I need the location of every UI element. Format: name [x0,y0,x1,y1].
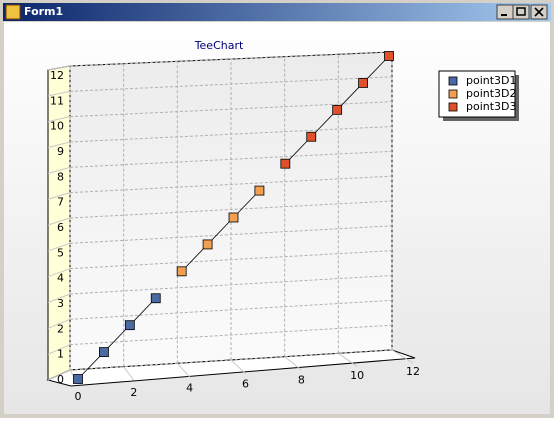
x-tick-label: 4 [186,382,193,395]
title-buttons [496,4,548,20]
y-tick [47,166,71,174]
title-bar [3,3,551,21]
series-line [77,297,157,380]
point [306,131,317,142]
legend-marker [448,89,458,99]
y-tick [47,268,71,278]
y-tick [47,344,71,355]
legend-marker [448,102,458,112]
point [176,266,187,277]
point [358,78,368,88]
y-tick [47,217,71,226]
point [384,51,394,61]
series-line [181,190,260,272]
point [254,185,265,196]
x-tick [230,359,246,374]
chart-title: TeeChart [194,39,244,52]
x-tick-label: 10 [350,369,364,382]
minimize-glyph [501,14,507,16]
legend-label: point3D1 [466,74,517,87]
y-tick-label: 1 [57,348,64,361]
y-tick [47,192,71,200]
y-tick-label: 10 [50,120,64,133]
y-tick-label: 11 [50,94,64,107]
maximize-glyph [516,7,526,16]
x-tick-label: 12 [406,365,420,378]
y-tick [47,116,71,123]
y-tick [47,369,71,381]
maximize-button[interactable] [512,4,530,20]
point [280,158,291,169]
y-tick [47,242,71,252]
x-tick [284,356,302,371]
app-icon [5,4,21,20]
x-tick-label: 0 [75,390,82,403]
point [228,212,239,223]
point [99,347,109,357]
y-tick [47,65,71,71]
y-tick-label: 7 [57,196,64,209]
y-tick-label: 2 [57,322,64,335]
x-tick-label: 6 [242,378,249,391]
legend-label: point3D3 [466,100,517,113]
point [124,320,135,331]
close-glyph [534,7,544,17]
y-tick-label: 4 [57,272,64,285]
x-tick-label: 8 [298,373,305,386]
y-tick-label: 5 [57,246,64,259]
x-tick [123,366,135,381]
x-tick-label: 2 [130,386,137,399]
legend-label: point3D2 [466,87,517,100]
y-tick-label: 3 [57,297,64,310]
legend-marker [448,76,458,86]
x-tick [338,352,358,367]
point [73,374,83,384]
y-tick-label: 6 [57,221,64,234]
y-tick [47,318,71,329]
window-title: Form1 [24,5,63,18]
x-tick [391,349,414,364]
y-tick-label: 12 [50,69,64,82]
point [202,239,213,250]
y-tick [47,90,71,97]
y-tick-label: 8 [57,170,64,183]
y-tick-label: 9 [57,145,64,158]
point [150,293,161,304]
y-tick [47,293,71,303]
minimize-button[interactable] [496,4,514,20]
y-tick [47,141,71,148]
y-tick-label: 0 [57,373,64,386]
point [332,104,343,115]
x-tick [176,362,191,378]
